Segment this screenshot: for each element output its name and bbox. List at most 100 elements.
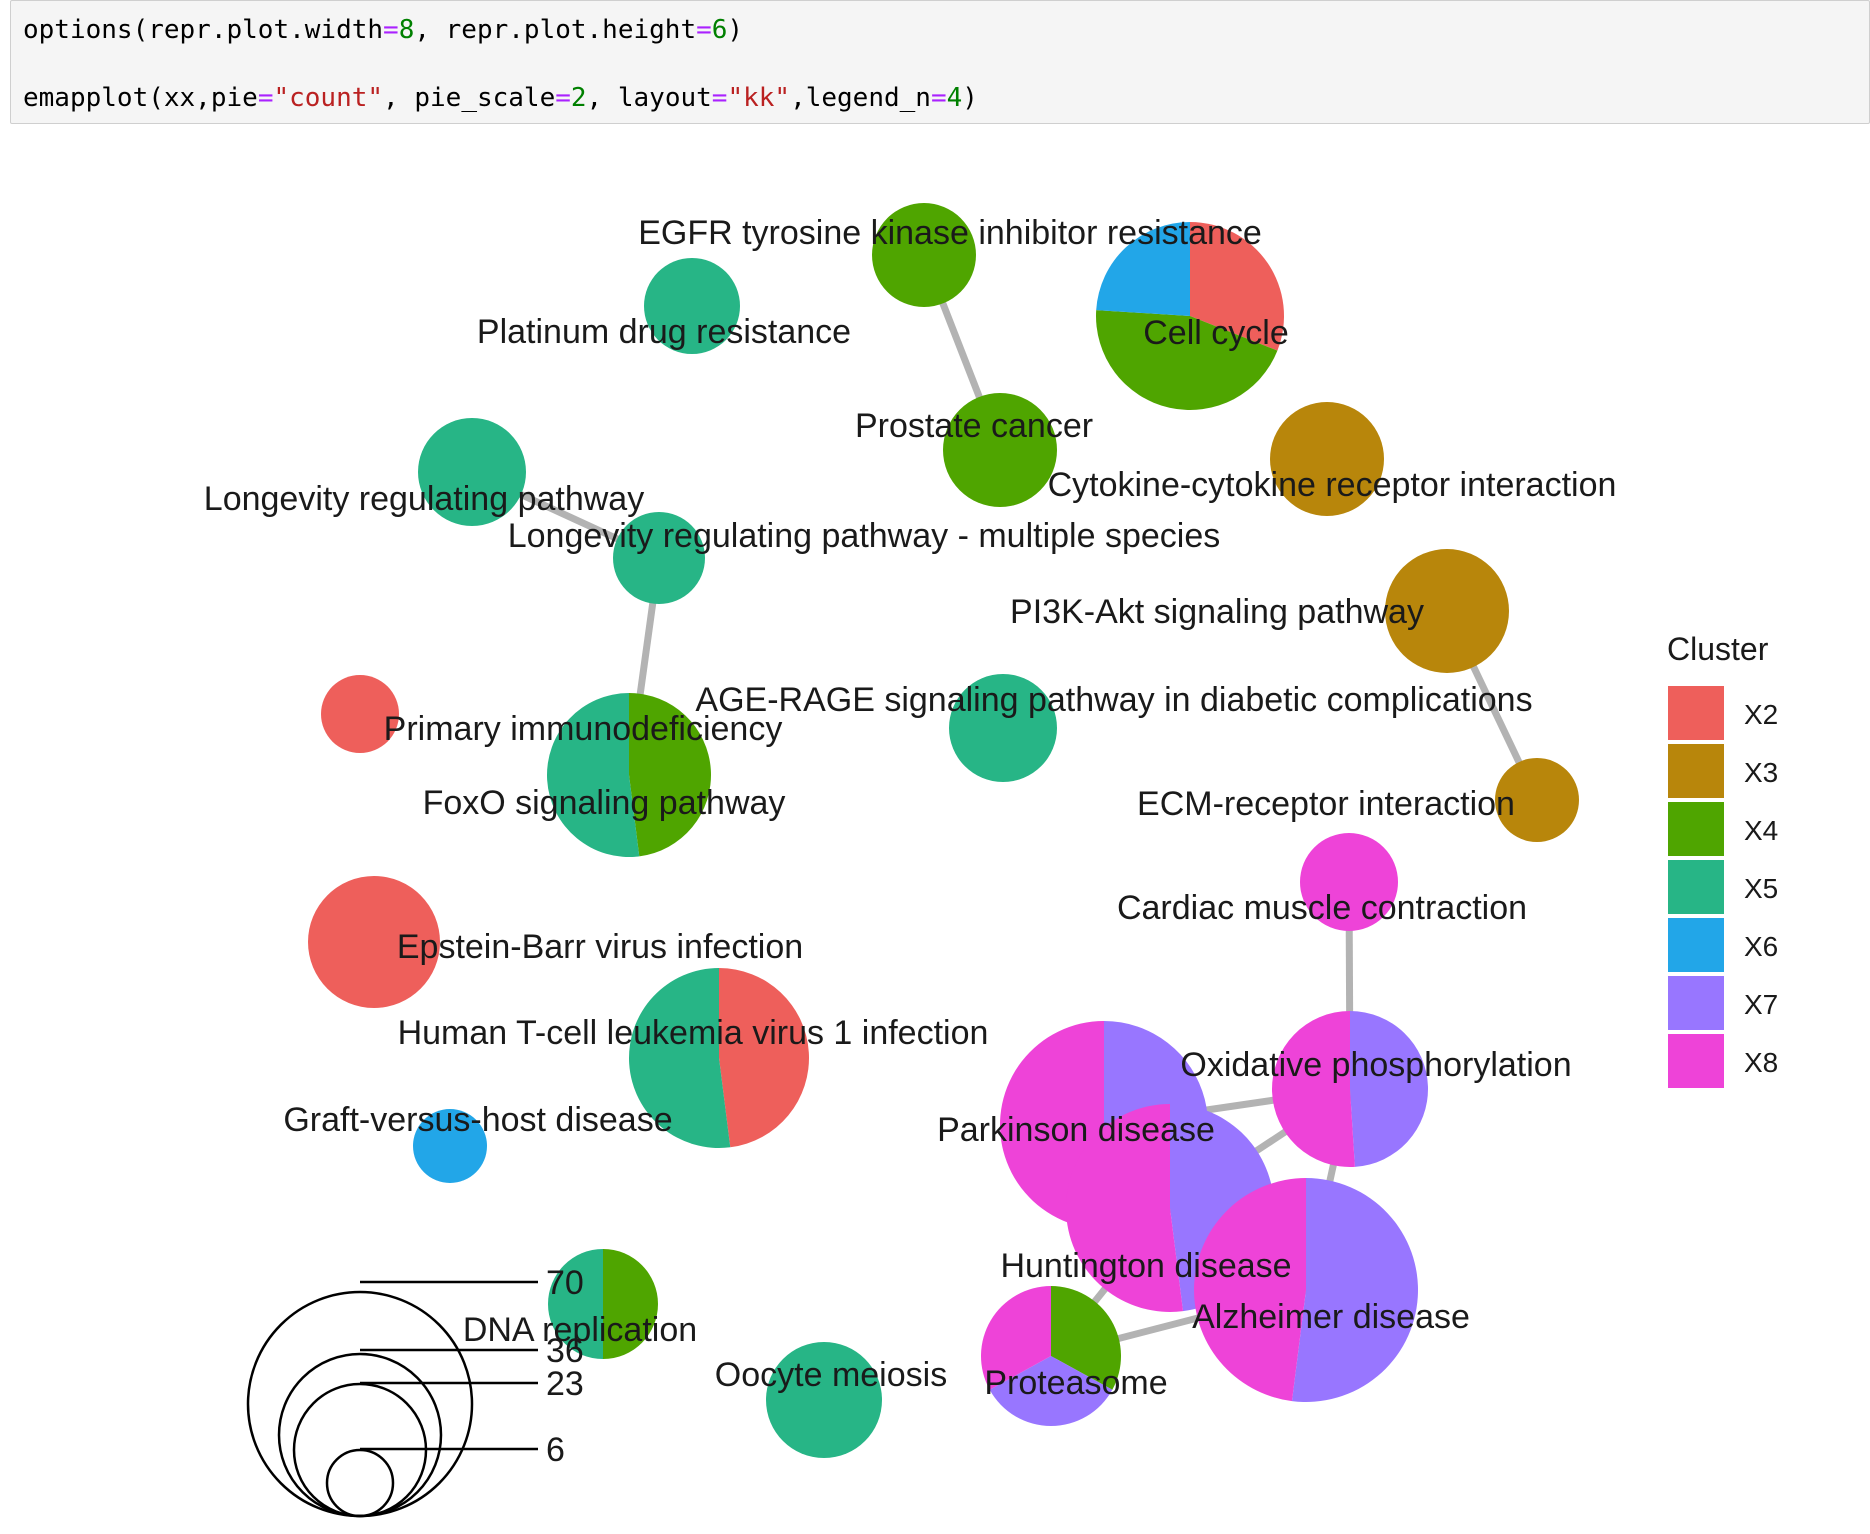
code-token: = bbox=[555, 83, 571, 113]
code-token: = bbox=[383, 15, 399, 45]
node-label-ecm: ECM-receptor interaction bbox=[1137, 785, 1515, 823]
node-label-longevity: Longevity regulating pathway bbox=[204, 480, 644, 518]
node-label-longevity_ms: Longevity regulating pathway - multiple … bbox=[508, 517, 1221, 555]
code-token: options(repr.plot.width bbox=[23, 15, 384, 45]
code-token: = bbox=[696, 15, 712, 45]
legend-key-X7 bbox=[1668, 976, 1724, 1030]
pie-slice-X7 bbox=[989, 1356, 1113, 1426]
code-cell[interactable]: options(repr.plot.width=8, repr.plot.hei… bbox=[10, 0, 1870, 124]
code-token: ,legend_n bbox=[790, 83, 931, 113]
legend-title: Cluster bbox=[1667, 631, 1769, 667]
node-label-dna: DNA replication bbox=[463, 1311, 697, 1349]
pie-slice-X5 bbox=[766, 1342, 882, 1458]
pie-slice-X4 bbox=[603, 1249, 658, 1359]
pie-slice-X3 bbox=[1385, 549, 1509, 673]
code-token: = bbox=[257, 83, 274, 113]
code-token: ) bbox=[962, 83, 978, 113]
code-token: ) bbox=[727, 15, 744, 45]
pie-slice-X3 bbox=[1270, 402, 1384, 516]
node-label-proteasome: Proteasome bbox=[984, 1364, 1167, 1402]
node-primary_immuno bbox=[321, 675, 399, 753]
code-token: = bbox=[930, 83, 947, 113]
node-label-prostate: Prostate cancer bbox=[855, 407, 1093, 445]
node-label-graft: Graft-versus-host disease bbox=[283, 1101, 672, 1139]
pie-slice-X8 bbox=[1272, 1011, 1355, 1167]
node-longevity_ms bbox=[613, 512, 705, 604]
legend-label-X7: X7 bbox=[1744, 989, 1778, 1020]
legend-label-X4: X4 bbox=[1744, 815, 1778, 846]
node-alzheimer bbox=[1193, 1178, 1418, 1402]
node-label-platinum: Platinum drug resistance bbox=[477, 313, 851, 351]
pie-slice-X4 bbox=[1051, 1286, 1121, 1390]
node-cellcycle bbox=[1096, 221, 1284, 410]
legend-label-X3: X3 bbox=[1744, 757, 1778, 788]
pie-slice-X4 bbox=[872, 203, 976, 307]
node-graft bbox=[413, 1109, 487, 1183]
code-token: 4 bbox=[946, 83, 963, 113]
node-label-cellcycle: Cell cycle bbox=[1143, 314, 1288, 352]
node-label-primary_immuno: Primary immunodeficiency bbox=[384, 710, 783, 748]
pie-slice-X2 bbox=[1190, 222, 1284, 351]
enrichment-map-plot: EGFR tyrosine kinase inhibitor resistanc… bbox=[204, 203, 1778, 1518]
node-label-cardiac: Cardiac muscle contraction bbox=[1117, 889, 1527, 927]
node-ecm bbox=[1495, 758, 1579, 842]
node-label-cytokine: Cytokine-cytokine receptor interaction bbox=[1048, 466, 1617, 504]
code-token: "count" bbox=[273, 83, 384, 113]
pie-slice-X2 bbox=[719, 968, 809, 1148]
node-htlv bbox=[628, 968, 809, 1149]
node-label-parkinson: Parkinson disease bbox=[937, 1111, 1215, 1149]
code-token: emapplot(xx,pie bbox=[23, 83, 258, 113]
node-cardiac bbox=[1300, 833, 1398, 931]
size-legend-circle bbox=[246, 1290, 474, 1518]
pie-slice-X6 bbox=[1096, 221, 1190, 316]
node-label-htlv: Human T-cell leukemia virus 1 infection bbox=[398, 1014, 989, 1052]
legend-label-X2: X2 bbox=[1744, 699, 1778, 730]
pie-slice-X2 bbox=[321, 675, 399, 753]
code-token: , layout bbox=[586, 83, 712, 113]
code-token: = bbox=[711, 83, 728, 113]
pie-slice-X4 bbox=[1096, 310, 1278, 410]
pie-slice-X8 bbox=[980, 1286, 1051, 1390]
code-token: 2 bbox=[570, 83, 587, 113]
pie-slice-X8 bbox=[1193, 1178, 1306, 1402]
legend-label-X6: X6 bbox=[1744, 931, 1778, 962]
code-token: , pie_scale bbox=[383, 83, 556, 113]
node-pi3k bbox=[1385, 549, 1509, 673]
node-ebv bbox=[308, 876, 440, 1008]
pie-slice-X8 bbox=[1300, 833, 1398, 931]
node-label-oocyte: Oocyte meiosis bbox=[715, 1356, 947, 1394]
pie-slice-X7 bbox=[1291, 1178, 1418, 1402]
code-line-options: options(repr.plot.width=8, repr.plot.hei… bbox=[23, 15, 743, 45]
node-oxphos bbox=[1272, 1011, 1429, 1167]
pie-slice-X2 bbox=[308, 876, 440, 1008]
pie-slice-X7 bbox=[1350, 1011, 1429, 1167]
size-legend-value: 70 bbox=[546, 1264, 584, 1302]
pie-slice-X5 bbox=[548, 1249, 603, 1359]
size-legend-value: 36 bbox=[546, 1332, 584, 1370]
node-longevity bbox=[418, 418, 526, 526]
pie-slice-X5 bbox=[628, 968, 731, 1149]
cluster-legend: Cluster X2 X3 X4 X5 X6 X7 X8 bbox=[1667, 631, 1778, 1088]
node-platinum bbox=[644, 258, 740, 354]
node-egfr bbox=[872, 203, 976, 307]
pie-slice-X4 bbox=[943, 393, 1057, 507]
pie-slice-X5 bbox=[546, 693, 640, 858]
node-label-egfr: EGFR tyrosine kinase inhibitor resistanc… bbox=[638, 214, 1262, 252]
node-label-oxphos: Oxidative phosphorylation bbox=[1180, 1046, 1571, 1084]
node-proteasome bbox=[980, 1286, 1121, 1426]
pie-slice-X5 bbox=[644, 258, 740, 354]
pie-slice-X3 bbox=[1495, 758, 1579, 842]
legend-key-X2 bbox=[1668, 686, 1724, 740]
size-legend-value: 6 bbox=[546, 1431, 565, 1469]
node-label-foxo: FoxO signaling pathway bbox=[423, 784, 786, 822]
pie-slice-X5 bbox=[418, 418, 526, 526]
labels-layer: EGFR tyrosine kinase inhibitor resistanc… bbox=[204, 214, 1617, 1402]
code-token: 8 bbox=[398, 15, 415, 45]
node-cytokine bbox=[1270, 402, 1384, 516]
node-label-pi3k: PI3K-Akt signaling pathway bbox=[1010, 593, 1424, 631]
legend-label-X8: X8 bbox=[1744, 1047, 1778, 1078]
node-label-ebv: Epstein-Barr virus infection bbox=[397, 928, 803, 966]
nodes-layer bbox=[308, 203, 1579, 1458]
size-legend-circle bbox=[277, 1352, 443, 1518]
node-prostate bbox=[943, 393, 1057, 507]
